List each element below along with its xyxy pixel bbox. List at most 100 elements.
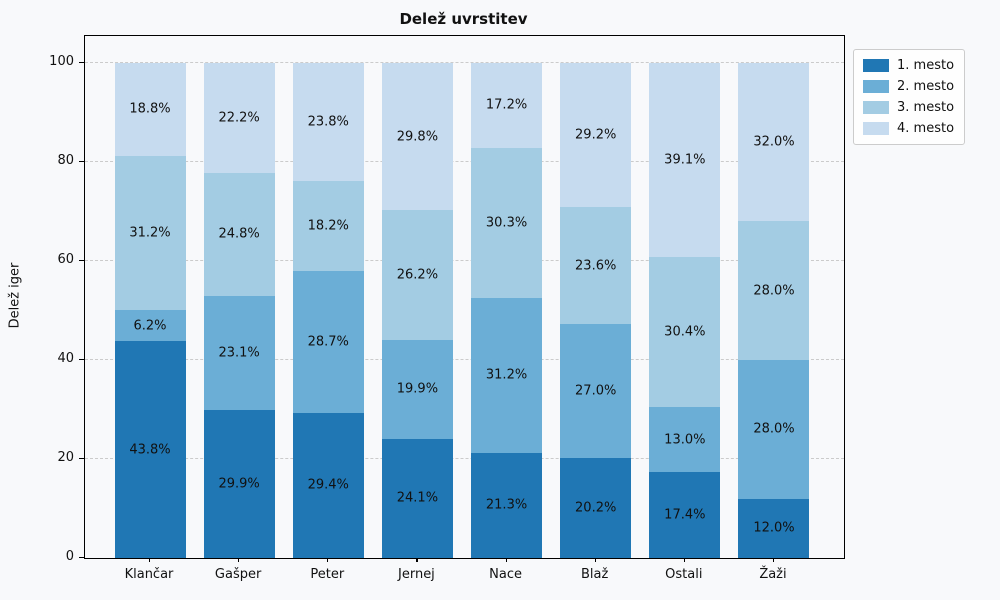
value-label: 21.3% bbox=[485, 497, 528, 513]
value-label: 6.2% bbox=[133, 318, 167, 334]
value-label: 18.8% bbox=[129, 101, 171, 117]
bar-segment-Jernej-4mesto: 29.8% bbox=[381, 62, 453, 211]
value-label: 28.0% bbox=[753, 421, 795, 437]
value-label: 17.2% bbox=[485, 97, 528, 113]
bar-segment-Žaži-2mesto: 28.0% bbox=[738, 359, 810, 499]
bar-segment-Jernej-3mesto: 26.2% bbox=[381, 210, 453, 341]
x-tick-mark bbox=[505, 558, 507, 562]
grid-line bbox=[85, 457, 844, 459]
value-label: 12.0% bbox=[753, 520, 795, 536]
value-label: 30.3% bbox=[485, 215, 528, 231]
bar-segment-Gašper-3mesto: 24.8% bbox=[203, 172, 275, 296]
value-label: 24.1% bbox=[396, 490, 439, 506]
x-tick-label: Klančar bbox=[124, 567, 174, 582]
x-tick-label: Ostali bbox=[665, 567, 703, 582]
x-tick-mark bbox=[683, 558, 686, 562]
y-tick-mark bbox=[79, 259, 84, 262]
bar-segment-Klančar-4mesto: 18.8% bbox=[114, 62, 186, 156]
x-tick-mark bbox=[327, 558, 329, 562]
y-tick-mark bbox=[79, 160, 84, 162]
value-label: 22.2% bbox=[218, 110, 260, 126]
bar-segment-Nace-4mesto: 17.2% bbox=[471, 62, 543, 148]
bar-segment-Klančar-3mesto: 31.2% bbox=[114, 155, 186, 311]
bar-segment-Blaž-1mesto: 20.2% bbox=[560, 457, 632, 558]
value-label: 28.0% bbox=[753, 283, 795, 299]
chart-title: Delež uvrstitev bbox=[399, 10, 528, 28]
value-label: 19.9% bbox=[396, 381, 439, 397]
x-tick-mark bbox=[149, 558, 151, 562]
x-tick-mark bbox=[594, 558, 596, 562]
legend-item: 4. mesto bbox=[863, 121, 954, 136]
legend-swatch-icon bbox=[863, 122, 889, 135]
bar-segment-Nace-3mesto: 30.3% bbox=[471, 147, 543, 298]
legend-swatch-icon bbox=[863, 80, 889, 93]
bar-segment-Klančar-1mesto: 43.8% bbox=[114, 341, 186, 558]
value-label: 18.2% bbox=[307, 218, 349, 234]
bar-segment-Peter-1mesto: 29.4% bbox=[292, 412, 364, 558]
value-label: 39.1% bbox=[664, 152, 706, 168]
legend-swatch-icon bbox=[863, 101, 889, 114]
legend-item: 2. mesto bbox=[863, 79, 954, 94]
bar-segment-Blaž-3mesto: 23.6% bbox=[560, 207, 632, 325]
bar-segment-Žaži-1mesto: 12.0% bbox=[738, 498, 810, 558]
y-tick-label: 100 bbox=[49, 53, 74, 69]
legend-box: 1. mesto 2. mesto 3. mesto 4. mesto bbox=[853, 49, 966, 145]
y-tick-mark bbox=[79, 557, 84, 559]
value-label: 20.2% bbox=[575, 500, 617, 516]
value-label: 28.7% bbox=[307, 334, 349, 350]
y-tick-mark bbox=[79, 358, 84, 361]
legend-label: 3. mesto bbox=[897, 100, 955, 115]
bar-segment-Peter-3mesto: 18.2% bbox=[292, 180, 364, 271]
grid-line bbox=[85, 61, 844, 63]
bar-segment-Ostali-2mesto: 13.0% bbox=[649, 407, 721, 472]
bar-segment-Gašper-4mesto: 22.2% bbox=[203, 62, 275, 173]
value-label: 26.2% bbox=[396, 267, 439, 283]
bar-segment-Ostali-3mesto: 30.4% bbox=[649, 256, 721, 408]
bar-segment-Klančar-2mesto: 6.2% bbox=[114, 310, 186, 342]
value-label: 29.2% bbox=[575, 127, 617, 143]
value-label: 23.8% bbox=[307, 114, 349, 130]
x-tick-label: Nace bbox=[489, 567, 522, 582]
bar-segment-Jernej-2mesto: 19.9% bbox=[381, 340, 453, 439]
value-label: 29.8% bbox=[396, 129, 439, 145]
value-label: 32.0% bbox=[753, 134, 795, 150]
value-label: 31.2% bbox=[129, 225, 171, 241]
bar-segment-Peter-2mesto: 28.7% bbox=[292, 270, 364, 413]
y-axis-label: Delež iger bbox=[7, 262, 23, 329]
value-label: 13.0% bbox=[664, 432, 706, 448]
value-label: 29.4% bbox=[307, 477, 349, 493]
bar-segment-Ostali-4mesto: 39.1% bbox=[649, 62, 721, 257]
y-tick-label: 0 bbox=[65, 549, 74, 564]
value-label: 29.9% bbox=[218, 476, 260, 492]
plot-area: 43.8% 6.2% 31.2% 18.8% 29.9% 23.1% 24.8% 22.2% 2… bbox=[84, 35, 845, 559]
value-label: 27.0% bbox=[575, 383, 617, 399]
x-tick-label: Peter bbox=[310, 567, 345, 582]
x-tick-label: Jernej bbox=[398, 567, 435, 582]
legend-label: 2. mesto bbox=[897, 79, 955, 94]
value-label: 24.8% bbox=[218, 226, 260, 242]
y-tick-mark bbox=[79, 61, 84, 63]
y-tick-label: 20 bbox=[57, 449, 74, 465]
grid-line bbox=[85, 358, 844, 360]
bar-segment-Žaži-4mesto: 32.0% bbox=[738, 62, 810, 222]
bar-segment-Blaž-4mesto: 29.2% bbox=[560, 62, 632, 208]
value-label: 17.4% bbox=[664, 507, 706, 523]
x-tick-mark bbox=[416, 558, 418, 562]
value-label: 43.8% bbox=[129, 442, 171, 458]
legend-label: 1. mesto bbox=[897, 58, 955, 73]
bar-segment-Blaž-2mesto: 27.0% bbox=[560, 324, 632, 458]
value-label: 23.1% bbox=[218, 345, 260, 361]
value-label: 30.4% bbox=[664, 324, 706, 340]
bar-segment-Gašper-1mesto: 29.9% bbox=[203, 409, 275, 558]
x-tick-label: Gašper bbox=[214, 567, 262, 582]
bar-segment-Nace-2mesto: 31.2% bbox=[471, 298, 543, 453]
value-label: 31.2% bbox=[485, 367, 528, 383]
x-tick-mark bbox=[238, 558, 240, 562]
legend-label: 4. mesto bbox=[897, 121, 955, 136]
x-tick-mark bbox=[772, 558, 775, 562]
bar-segment-Peter-4mesto: 23.8% bbox=[292, 62, 364, 181]
bar-segment-Nace-1mesto: 21.3% bbox=[471, 452, 543, 558]
y-tick-label: 80 bbox=[57, 152, 74, 168]
bar-segment-Jernej-1mesto: 24.1% bbox=[381, 438, 453, 558]
